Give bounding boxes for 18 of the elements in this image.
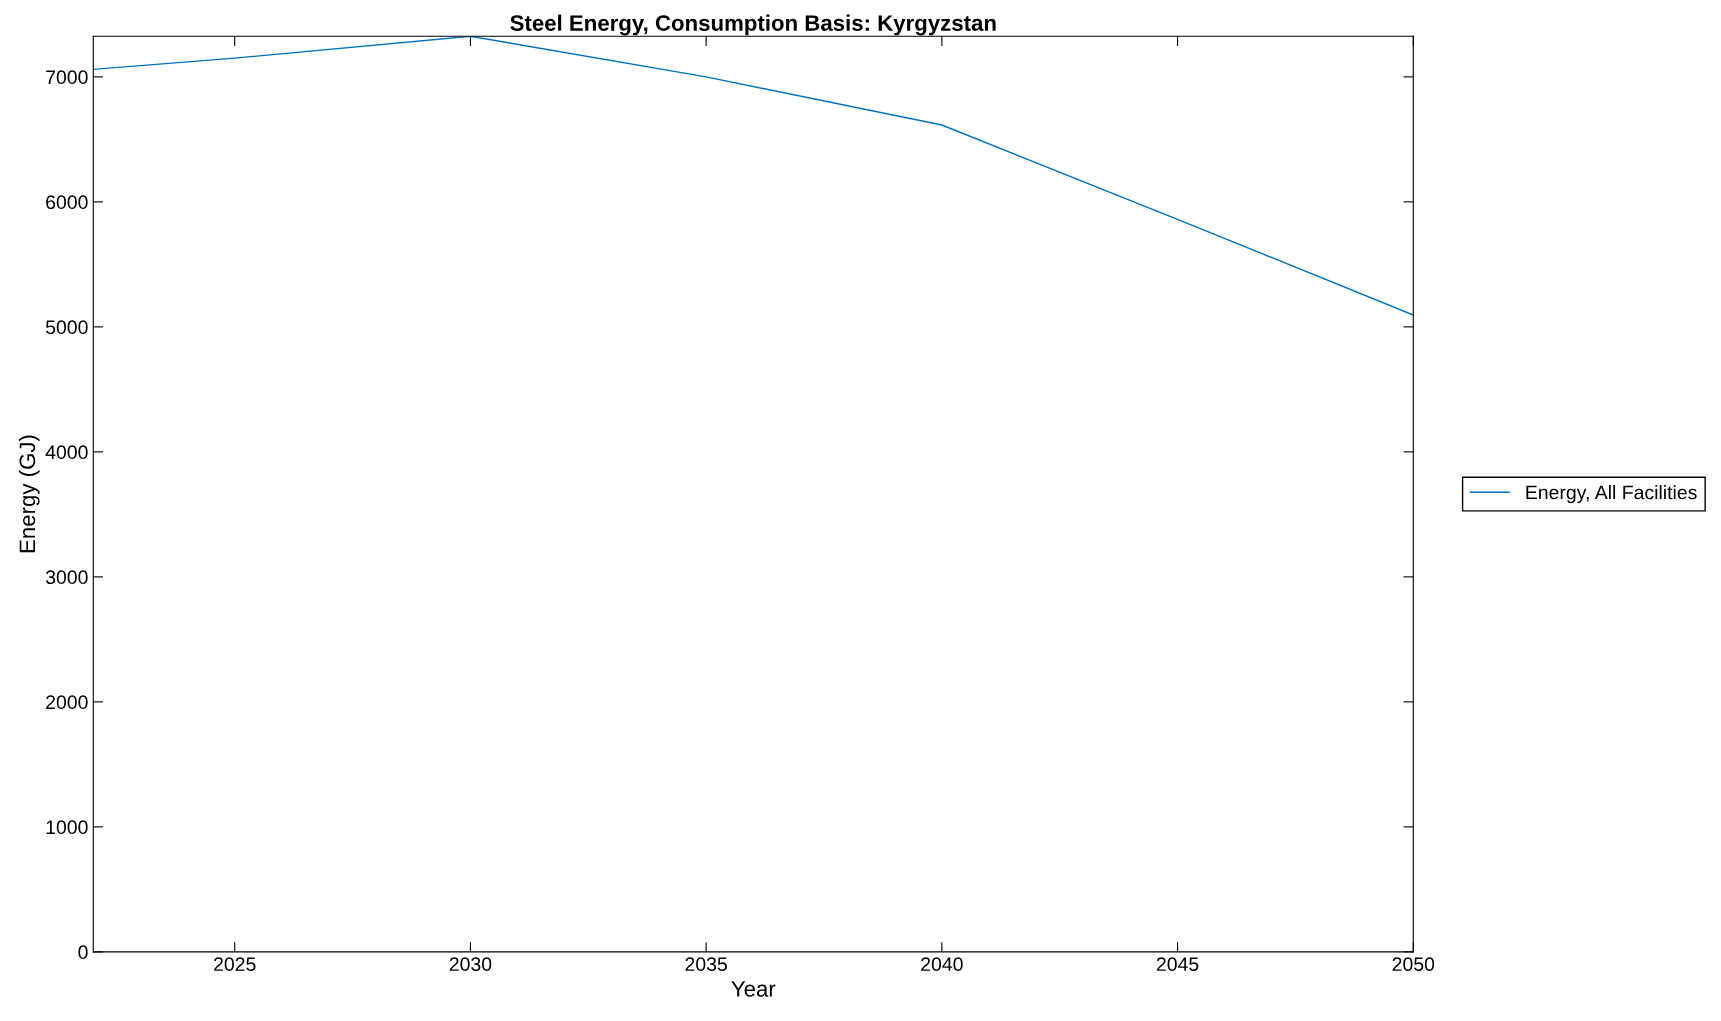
y-axis-title: Energy (GJ) [18, 435, 40, 553]
x-axis-title: Year [731, 981, 776, 997]
y-tick-label: 3000 [45, 570, 88, 585]
y-tick-label: 5000 [45, 320, 88, 335]
y-tick-label: 2000 [46, 695, 88, 710]
y-tick-label: 0 [78, 945, 88, 960]
x-tick-label: 2030 [449, 957, 492, 972]
y-tick-label: 4000 [45, 445, 88, 460]
x-tick-label: 2045 [1156, 957, 1199, 972]
legend-label: Energy, All Facilities [1526, 485, 1697, 504]
chart-title: Steel Energy, Consumption Basis: Kyrgyzstan [510, 14, 996, 36]
x-tick-label: 2025 [214, 957, 256, 972]
x-tick-label: 2050 [1392, 957, 1435, 972]
y-tick-label: 7000 [46, 70, 88, 85]
x-tick-label: 2035 [685, 957, 727, 972]
y-tick-label: 6000 [46, 195, 88, 210]
x-tick-label: 2040 [921, 957, 963, 972]
y-tick-label: 1000 [46, 820, 88, 835]
